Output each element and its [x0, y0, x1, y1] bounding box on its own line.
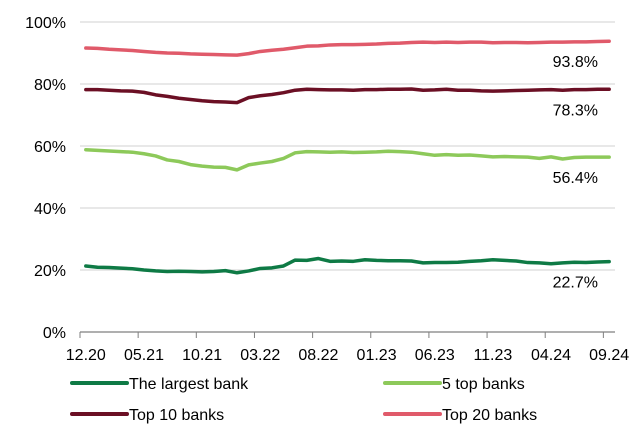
x-tick-label: 10.21 [182, 347, 222, 364]
end-value-label: 22.7% [553, 275, 598, 292]
x-tick-label: 06.23 [415, 347, 455, 364]
x-tick-label: 05.21 [124, 347, 164, 364]
x-tick-label: 04.24 [531, 347, 571, 364]
legend-label: The largest bank [129, 376, 249, 393]
series-lines [84, 39, 611, 275]
x-tick-label: 08.22 [298, 347, 338, 364]
end-value-label: 78.3% [553, 102, 598, 119]
y-tick-label: 0% [43, 325, 66, 342]
gridlines [80, 21, 615, 271]
y-tick-label: 20% [34, 263, 66, 280]
series-line [84, 87, 611, 105]
end-labels: 22.7% 56.4% 78.3% 93.8% [553, 54, 598, 291]
x-tick-label: 03.22 [240, 347, 280, 364]
end-value-label: 56.4% [553, 170, 598, 187]
legend-label: 5 top banks [442, 376, 525, 393]
y-tick-label: 40% [34, 201, 66, 218]
x-tick-label: 12.20 [66, 347, 106, 364]
series-line [84, 147, 611, 172]
legend-label: Top 20 banks [442, 407, 537, 424]
legend: The largest bank 5 top banks Top 10 banks T… [70, 376, 537, 424]
series-line [84, 39, 611, 57]
x-tick-label: 09.24 [589, 347, 629, 364]
x-tick-label: 01.23 [357, 347, 397, 364]
y-tick-label: 80% [34, 77, 66, 94]
y-axis-ticks: 0% 20% 40% 60% 80% 100% [25, 15, 66, 342]
x-axis-ticks: 12.20 05.21 10.21 03.22 08.22 01.23 06.23 11.23… [66, 332, 629, 364]
end-value-label: 93.8% [553, 54, 598, 71]
legend-label: Top 10 banks [129, 407, 224, 424]
y-tick-label: 60% [34, 139, 66, 156]
y-tick-label: 100% [25, 15, 66, 32]
series-line [84, 256, 611, 275]
x-tick-label: 11.23 [473, 347, 512, 364]
